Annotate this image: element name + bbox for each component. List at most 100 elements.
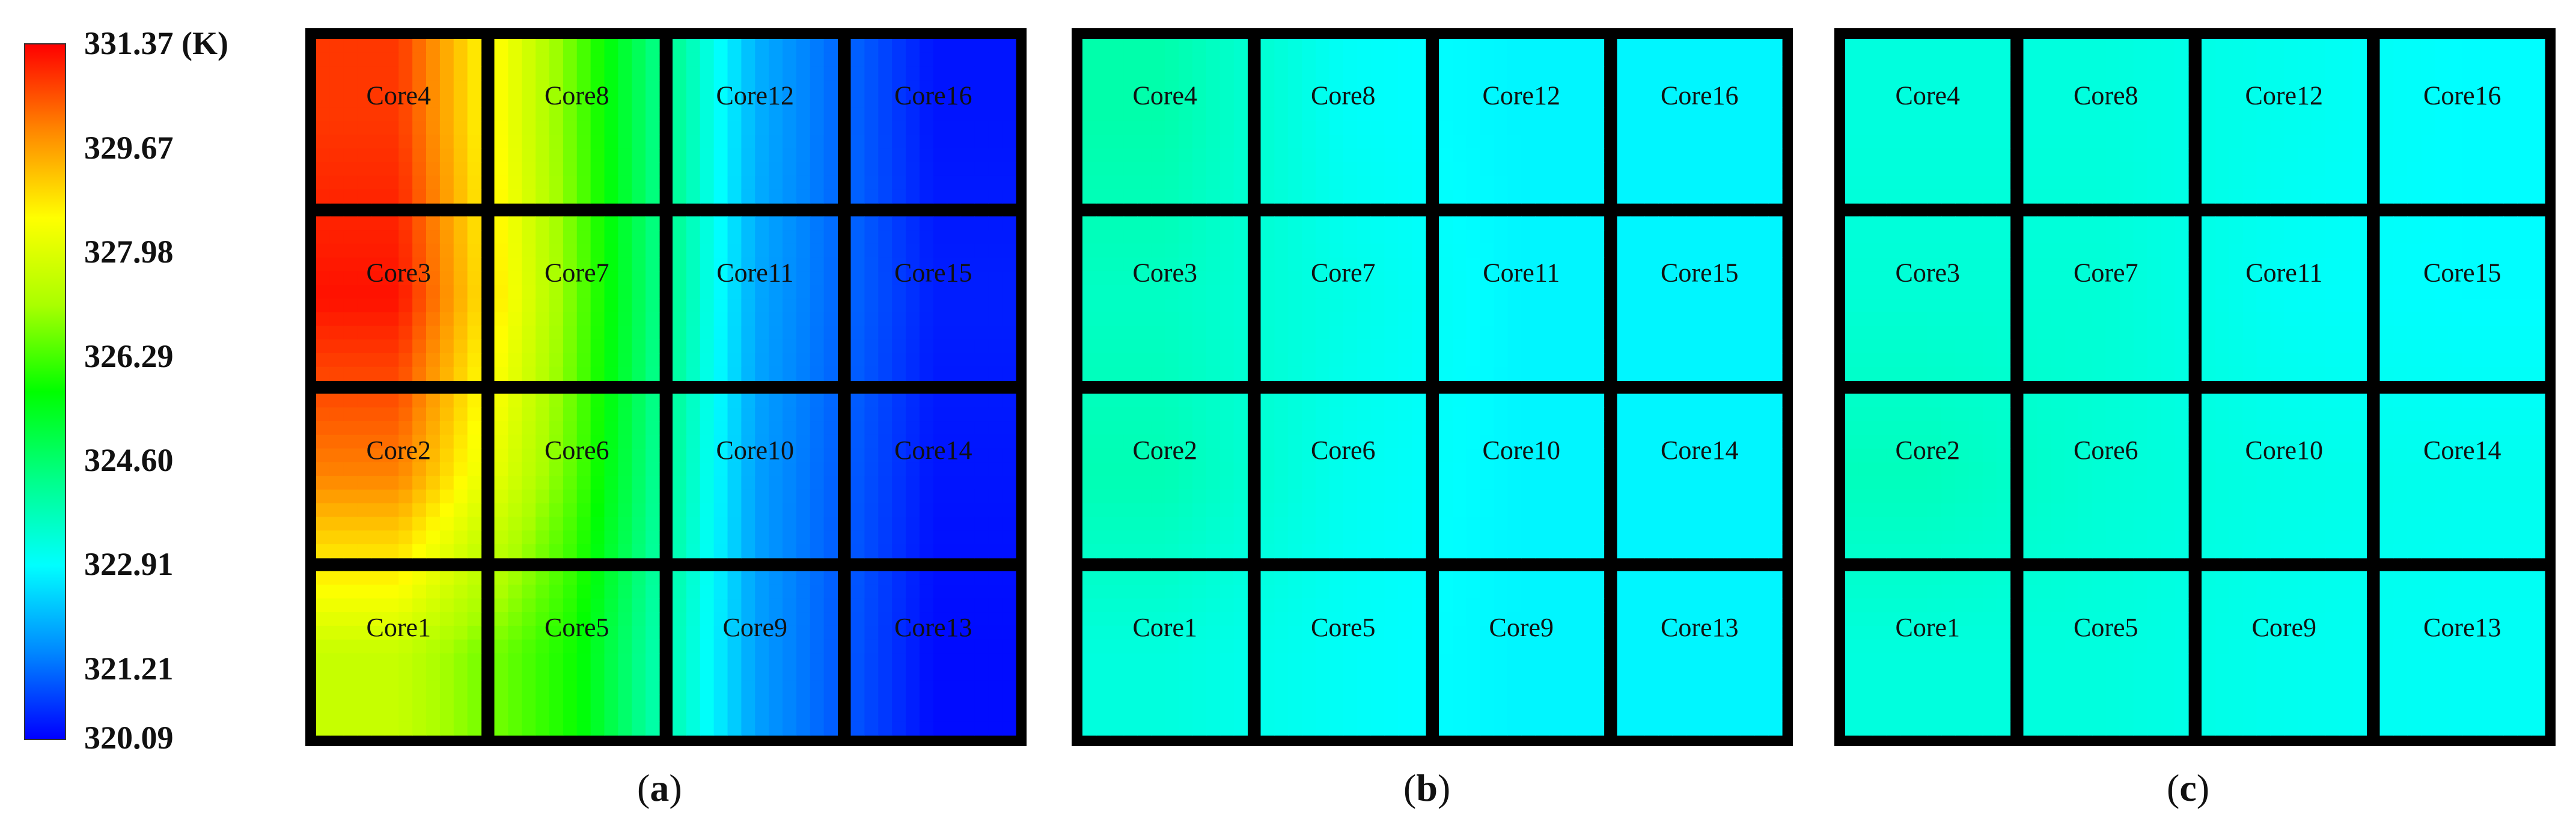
heatmap-cell xyxy=(1466,353,1481,368)
heatmap-cell xyxy=(1082,393,1097,408)
heatmap-cell xyxy=(1727,667,1741,681)
heatmap-cell xyxy=(1412,175,1426,190)
heatmap-cell xyxy=(1741,544,1755,559)
heatmap-cell xyxy=(1535,312,1549,327)
heatmap-cell xyxy=(1727,298,1741,313)
heatmap-cell xyxy=(1672,489,1686,504)
heatmap-cell xyxy=(1219,312,1235,327)
heatmap-cell xyxy=(1123,162,1138,177)
heatmap-cell xyxy=(646,612,660,627)
heatmap-cell xyxy=(1165,680,1179,695)
heatmap-cell xyxy=(329,448,344,463)
heatmap-cell xyxy=(1685,694,1700,709)
heatmap-cell xyxy=(974,135,989,149)
heatmap-cell xyxy=(522,667,536,681)
heatmap-cell xyxy=(988,52,1003,67)
heatmap-cell xyxy=(933,421,948,436)
heatmap-cell xyxy=(1535,175,1549,190)
heatmap-cell xyxy=(2133,189,2147,204)
heatmap-cell xyxy=(1549,462,1563,476)
heatmap-cell xyxy=(755,107,769,122)
heatmap-cell xyxy=(618,585,632,599)
heatmap-cell xyxy=(1384,694,1399,709)
heatmap-cell xyxy=(1260,257,1275,272)
heatmap-cell xyxy=(1219,52,1235,67)
core-label: Core16 xyxy=(1661,80,1739,110)
heatmap-cell xyxy=(1494,407,1508,422)
heatmap-cell xyxy=(796,421,811,436)
heatmap-cell xyxy=(947,175,962,190)
heatmap-cell xyxy=(2078,107,2093,122)
heatmap-cell xyxy=(892,393,906,408)
heatmap-cell xyxy=(494,366,508,381)
heatmap-cell xyxy=(398,52,413,67)
heatmap-cell xyxy=(494,407,508,422)
heatmap-cell xyxy=(590,94,605,108)
heatmap-cell xyxy=(467,407,482,422)
heatmap-cell xyxy=(426,530,441,545)
heatmap-cell xyxy=(988,708,1003,722)
heatmap-cell xyxy=(1699,639,1714,654)
heatmap-cell xyxy=(878,476,893,490)
heatmap-cell xyxy=(1398,639,1412,654)
heatmap-cell xyxy=(1699,598,1714,613)
heatmap-cell xyxy=(2161,66,2175,80)
heatmap-cell xyxy=(329,721,344,736)
heatmap-cell xyxy=(398,107,413,122)
heatmap-cell xyxy=(1699,298,1714,313)
heatmap-cell xyxy=(850,257,865,272)
heatmap-cell xyxy=(343,530,358,545)
heatmap-cell xyxy=(385,462,399,476)
heatmap-cell xyxy=(1165,530,1179,545)
heatmap-cell xyxy=(549,298,564,313)
heatmap-cell xyxy=(1480,421,1495,436)
heatmap-cell xyxy=(933,271,948,285)
heatmap-cell xyxy=(1672,434,1686,449)
heatmap-cell xyxy=(1288,598,1302,613)
heatmap-cell xyxy=(371,298,385,313)
heatmap-cell xyxy=(988,625,1003,640)
heatmap-cell xyxy=(604,162,618,177)
heatmap-cell xyxy=(1914,39,1928,53)
heatmap-cell xyxy=(1494,162,1508,177)
heatmap-cell xyxy=(713,571,728,586)
heatmap-cell xyxy=(1521,94,1536,108)
heatmap-cell xyxy=(1754,639,1769,654)
heatmap-cell xyxy=(769,639,783,654)
heatmap-cell xyxy=(1192,708,1207,722)
heatmap-cell xyxy=(1617,230,1631,244)
heatmap-cell xyxy=(1316,708,1330,722)
heatmap-cell xyxy=(1343,257,1358,272)
heatmap-cell xyxy=(453,585,468,599)
heatmap-cell xyxy=(1329,517,1344,531)
heatmap-cell xyxy=(1562,667,1577,681)
heatmap-cell xyxy=(960,285,975,299)
heatmap-cell xyxy=(1412,571,1426,586)
heatmap-cell xyxy=(412,230,427,244)
heatmap-cell xyxy=(412,544,427,559)
heatmap-cell xyxy=(1316,667,1330,681)
colorbar-tick-label: 321.21 xyxy=(84,651,174,687)
heatmap-cell xyxy=(1219,243,1235,258)
heatmap-cell xyxy=(919,366,934,381)
heatmap-cell xyxy=(426,462,441,476)
heatmap-cell xyxy=(1741,135,1755,149)
heatmap-cell xyxy=(439,353,454,368)
heatmap-cell xyxy=(974,544,989,559)
heatmap-cell xyxy=(864,107,879,122)
heatmap-panel-b: Core4 Core8 Core12 Core16 Core3 Core7 Core11 Co… xyxy=(1072,28,1793,746)
heatmap-cell xyxy=(1658,653,1673,667)
heatmap-cell xyxy=(522,175,536,190)
heatmap-cell xyxy=(2051,39,2065,53)
heatmap-cell xyxy=(1617,80,1631,94)
heatmap-cell xyxy=(1741,94,1755,108)
core-cell: Core4 xyxy=(1082,39,1248,204)
heatmap-cell xyxy=(343,434,358,449)
heatmap-cell xyxy=(563,94,578,108)
heatmap-cell xyxy=(673,571,687,586)
heatmap-cell xyxy=(919,298,934,313)
heatmap-cell xyxy=(563,162,578,177)
heatmap-cell xyxy=(1754,148,1769,163)
heatmap-cell xyxy=(385,667,399,681)
heatmap-cell xyxy=(1439,448,1453,463)
